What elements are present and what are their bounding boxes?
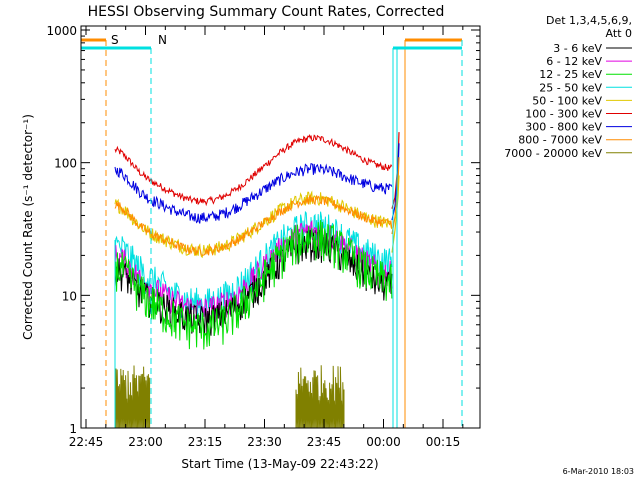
x-tick-label: 00:00	[366, 435, 401, 449]
legend-label: 3 - 6 keV	[553, 42, 602, 55]
legend-header-line1: Det 1,3,4,5,6,9,	[546, 14, 632, 27]
legend-header-line2: Att 0	[606, 27, 632, 40]
legend-label: 50 - 100 keV	[532, 94, 602, 107]
y-tick-label: 10	[62, 289, 77, 303]
chart-title: HESSI Observing Summary Count Rates, Cor…	[88, 4, 445, 20]
y-tick-label: 1	[69, 422, 77, 436]
x-tick-label: 23:00	[128, 435, 163, 449]
x-tick-label: 23:15	[188, 435, 223, 449]
series-line	[114, 220, 393, 350]
y-axis-label: Corrected Count Rate (s⁻¹ detector⁻¹)	[21, 114, 35, 340]
legend-label: 25 - 50 keV	[539, 81, 602, 94]
legend-label: 100 - 300 keV	[525, 108, 602, 121]
x-axis: 22:45 23:00 23:15 23:30 23:45 00:00 00:15	[69, 26, 464, 449]
x-tick-label: 23:45	[307, 435, 342, 449]
x-tick-label: 00:15	[426, 435, 461, 449]
series-bars-high-energy	[115, 365, 151, 429]
series-line	[114, 163, 393, 224]
footer-timestamp: 6-Mar-2010 18:03	[563, 467, 634, 476]
legend-label: 800 - 7000 keV	[518, 134, 602, 147]
y-tick-label: 1000	[46, 24, 77, 38]
legend-label: 300 - 800 keV	[525, 121, 602, 134]
x-tick-label: 22:45	[69, 435, 104, 449]
plot-series	[114, 132, 400, 429]
flag-label: N	[158, 33, 167, 47]
legend-label: 12 - 25 keV	[539, 68, 602, 81]
series-bars-high-energy	[295, 365, 345, 429]
flag-label: S	[111, 33, 119, 47]
y-tick-label: 100	[54, 157, 77, 171]
legend-label: 6 - 12 keV	[546, 55, 602, 68]
series-line	[114, 194, 393, 256]
y-axis: 1 10 100 1000	[46, 24, 480, 436]
series-line	[114, 133, 393, 207]
legend-label: 7000 - 20000 keV	[504, 147, 602, 160]
x-axis-label: Start Time (13-May-09 22:43:22)	[181, 457, 378, 471]
x-tick-label: 23:30	[247, 435, 282, 449]
plot-frame	[80, 25, 481, 429]
